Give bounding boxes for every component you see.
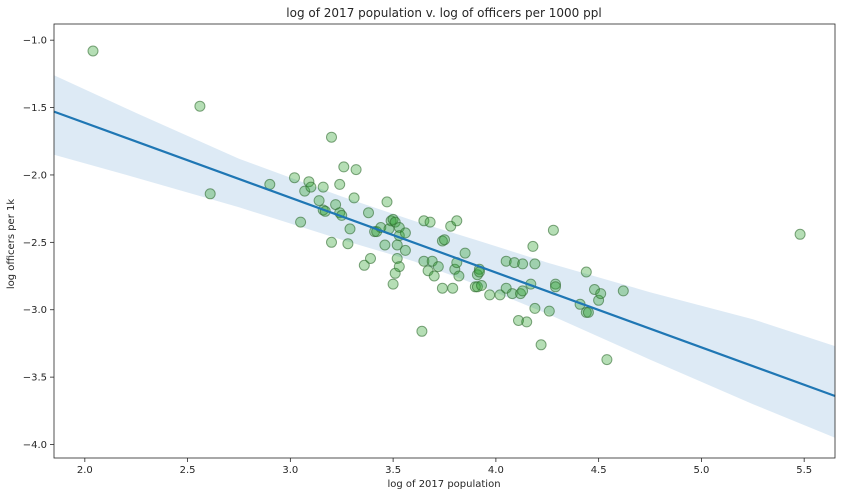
data-point <box>338 161 350 173</box>
data-point <box>432 261 444 273</box>
data-points-layer <box>87 45 806 366</box>
data-point <box>204 188 216 200</box>
x-axis-ticks: 2.0 2.5 3.0 3.5 4.0 4.5 5.0 5.5 <box>77 458 812 476</box>
data-point <box>317 181 329 193</box>
data-point <box>484 289 496 301</box>
x-tick-label: 4.0 <box>488 465 504 476</box>
data-point <box>194 100 206 112</box>
data-point <box>517 285 529 297</box>
data-point <box>334 178 346 190</box>
data-point <box>506 288 518 300</box>
y-tick-label: −2.0 <box>23 170 47 181</box>
data-point <box>589 284 600 295</box>
data-point <box>595 288 607 300</box>
data-point <box>387 278 399 290</box>
x-tick-label: 3.0 <box>282 465 298 476</box>
data-point <box>447 282 459 294</box>
data-point <box>550 281 561 293</box>
data-point <box>365 253 376 264</box>
data-point <box>350 164 362 176</box>
data-point <box>348 192 360 204</box>
data-point <box>289 172 300 184</box>
x-tick-label: 2.5 <box>180 465 196 476</box>
data-point <box>529 258 541 270</box>
data-point <box>389 267 401 279</box>
data-point <box>521 316 533 328</box>
data-point <box>344 223 356 235</box>
data-point <box>582 306 594 318</box>
data-point <box>428 270 440 282</box>
confidence-band <box>54 75 835 438</box>
data-point <box>451 215 463 227</box>
data-point <box>580 266 592 278</box>
data-point <box>471 281 483 293</box>
data-point <box>299 185 311 197</box>
confidence-band-layer <box>54 75 835 438</box>
data-point <box>342 238 354 250</box>
y-tick-label: −1.5 <box>23 103 47 114</box>
data-point <box>794 228 806 240</box>
data-point <box>529 302 541 314</box>
data-point <box>459 247 471 259</box>
data-point <box>617 285 629 297</box>
y-tick-label: −2.5 <box>23 238 47 249</box>
data-point <box>436 282 448 294</box>
data-point <box>535 339 547 351</box>
data-point <box>601 354 613 366</box>
regression-line <box>53 110 836 398</box>
y-axis-label: log officers per 1k <box>6 199 17 290</box>
y-tick-label: −3.5 <box>23 373 47 384</box>
x-tick-label: 3.5 <box>385 465 401 476</box>
x-axis-label: log of 2017 population <box>387 479 500 490</box>
data-point <box>393 261 405 273</box>
data-point <box>449 263 461 275</box>
x-tick-label: 2.0 <box>77 465 93 476</box>
y-tick-label: −3.0 <box>23 305 47 316</box>
data-point <box>295 216 307 228</box>
data-point <box>424 216 436 228</box>
chart-title: log of 2017 population v. log of officer… <box>286 6 601 20</box>
data-point <box>399 227 411 239</box>
data-point <box>527 240 539 252</box>
data-point <box>513 315 524 326</box>
data-point <box>439 234 450 246</box>
data-point <box>508 257 520 269</box>
data-point <box>517 258 529 270</box>
data-point <box>593 294 605 306</box>
x-tick-label: 5.0 <box>693 465 709 476</box>
data-point <box>494 289 506 301</box>
data-point <box>381 196 393 208</box>
data-point <box>453 270 465 282</box>
data-point <box>379 239 391 251</box>
data-point <box>399 244 411 256</box>
data-point <box>547 224 559 236</box>
data-point <box>363 207 374 219</box>
x-tick-label: 4.5 <box>591 465 607 476</box>
data-point <box>358 259 370 271</box>
data-point <box>418 255 430 267</box>
x-tick-label: 5.5 <box>796 465 812 476</box>
data-point <box>500 255 512 267</box>
data-point <box>326 236 337 248</box>
data-point <box>476 280 487 291</box>
y-tick-label: −4.0 <box>23 440 47 451</box>
data-point <box>550 278 561 290</box>
data-point <box>313 195 325 207</box>
data-point <box>391 253 403 264</box>
regression-line-layer <box>53 110 836 398</box>
y-tick-label: −1.0 <box>23 36 47 47</box>
data-point <box>543 305 555 317</box>
data-point <box>305 181 317 193</box>
data-point <box>87 45 99 57</box>
y-axis-ticks: −1.0 −1.5 −2.0 −2.5 −3.0 −3.5 −4.0 <box>23 36 54 451</box>
data-point <box>416 325 428 337</box>
data-point <box>326 131 337 143</box>
plot-area-frame <box>53 23 836 459</box>
